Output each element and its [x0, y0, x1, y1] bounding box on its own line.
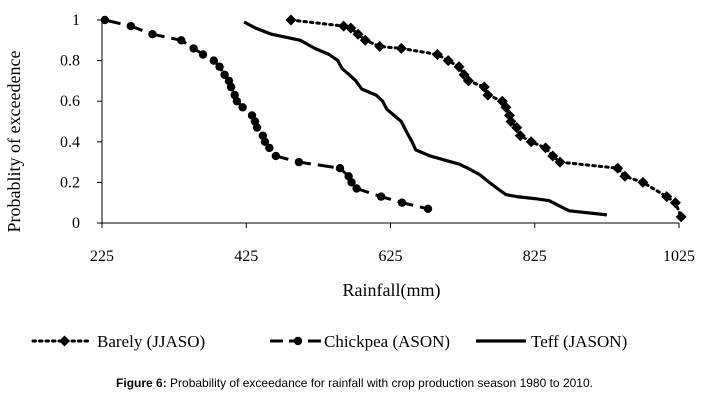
- y-tick-label: 0.2: [60, 174, 80, 191]
- data-point: [177, 36, 186, 45]
- legend-label: Teff (JASON): [531, 332, 627, 351]
- y-tick-label: 0.4: [60, 134, 80, 151]
- data-point: [505, 116, 517, 127]
- data-point: [675, 211, 687, 223]
- data-point: [271, 151, 281, 161]
- legend-label: Barely (JJASO): [97, 332, 205, 351]
- legend-item-1: Chickpea (ASON): [270, 332, 450, 351]
- y-tick-label: 1: [72, 12, 80, 29]
- data-point: [359, 34, 371, 46]
- data-point: [198, 50, 208, 59]
- data-point: [265, 143, 274, 153]
- data-point: [294, 157, 304, 167]
- legend-swatch-marker: [59, 335, 70, 347]
- legend-item-2: Teff (JASON): [476, 332, 627, 351]
- data-point: [352, 184, 361, 193]
- x-tick-label: 425: [234, 248, 258, 265]
- series-layer: [100, 14, 687, 223]
- data-point: [345, 22, 357, 34]
- legend-swatch-marker: [293, 336, 303, 346]
- data-point: [511, 122, 523, 134]
- data-point: [374, 40, 386, 52]
- y-axis-title: Probablity of exceedence: [4, 51, 24, 233]
- x-axis-title: Rainfall(mm): [343, 280, 441, 301]
- data-point: [395, 42, 407, 54]
- data-point: [232, 97, 242, 106]
- chart: 0 0.2 0.4 0.6 0.8 1 225 425 625 825 1025 Rainfall(m…: [4, 12, 695, 351]
- data-point: [226, 82, 236, 92]
- data-point: [525, 136, 537, 148]
- data-point: [500, 101, 512, 113]
- data-point: [397, 198, 407, 207]
- legend-item-0: Barely (JJASO): [31, 332, 205, 351]
- data-point: [260, 137, 270, 146]
- data-point: [100, 15, 110, 25]
- data-point: [126, 21, 136, 31]
- y-tick-label: 0: [72, 215, 80, 232]
- data-point: [431, 49, 443, 61]
- data-point: [547, 150, 559, 162]
- data-point: [619, 170, 631, 182]
- data-point: [637, 176, 649, 188]
- data-point: [352, 28, 364, 40]
- labels-layer: 0 0.2 0.4 0.6 0.8 1 225 425 625 825 1025 Rainfall(m…: [4, 12, 695, 301]
- caption-text: Probability of exceedance for rainfall w…: [166, 376, 593, 390]
- legend-label: Chickpea (ASON): [324, 332, 450, 351]
- data-point: [661, 191, 673, 203]
- series-line: [289, 18, 683, 219]
- y-tick-label: 0.8: [60, 53, 80, 70]
- data-point: [554, 156, 566, 168]
- data-point: [209, 56, 218, 65]
- data-point: [423, 204, 433, 213]
- data-point: [669, 197, 681, 209]
- legend: Barely (JJASO) Chickpea (ASON) Teff (JASON…: [31, 332, 627, 351]
- x-tick-label: 225: [90, 248, 114, 265]
- x-tick-label: 825: [523, 248, 547, 265]
- data-point: [453, 61, 465, 73]
- data-point: [215, 62, 224, 71]
- data-point: [514, 130, 526, 142]
- series-0: [285, 14, 687, 223]
- data-point: [482, 89, 494, 101]
- data-point: [335, 163, 345, 173]
- data-point: [189, 44, 198, 53]
- x-tick-label: 625: [379, 248, 403, 265]
- data-point: [462, 75, 474, 87]
- data-point: [478, 81, 490, 93]
- series-line: [243, 20, 608, 217]
- chart-axes: [97, 18, 680, 228]
- series-1: [100, 15, 433, 213]
- figure-caption: Figure 6: Probability of exceedance for …: [0, 376, 709, 390]
- data-point: [285, 14, 297, 26]
- caption-label: Figure 6:: [116, 376, 167, 390]
- data-point: [252, 123, 262, 132]
- data-point: [442, 55, 454, 67]
- data-point: [540, 142, 552, 154]
- data-point: [347, 178, 356, 187]
- data-point: [148, 30, 157, 39]
- data-point: [220, 70, 229, 80]
- x-tick-label: 1025: [663, 248, 695, 265]
- data-point: [376, 192, 386, 201]
- series-2: [243, 20, 608, 217]
- y-tick-label: 0.6: [60, 93, 80, 110]
- data-point: [612, 162, 624, 174]
- data-point: [238, 103, 247, 112]
